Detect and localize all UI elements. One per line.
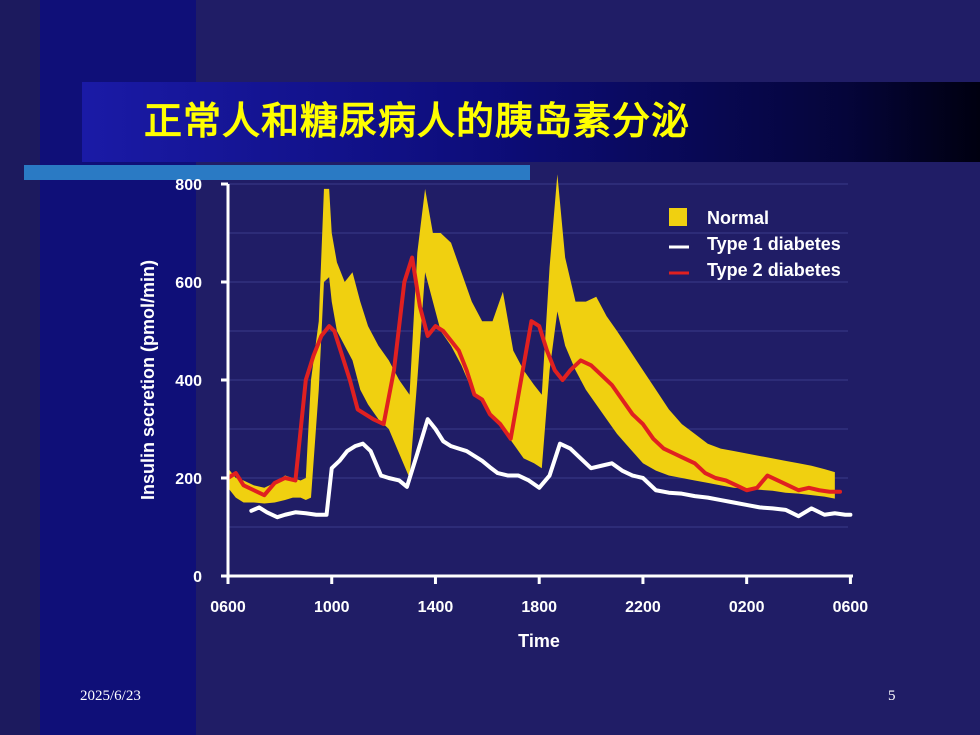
x-tick-label: 0200 (729, 599, 765, 616)
legend-label-type1: Type 1 diabetes (707, 234, 841, 254)
series-lines (226, 255, 853, 520)
y-tick-label: 600 (175, 275, 202, 292)
x-tick-label: 0600 (210, 599, 246, 616)
y-tick-label: 800 (175, 177, 202, 194)
legend-label-type2: Type 2 diabetes (707, 260, 841, 280)
y-tick-label: 0 (193, 569, 202, 586)
page-number: 5 (888, 688, 896, 704)
y-tick-label: 400 (175, 373, 202, 390)
x-tick-label: 0600 (833, 599, 869, 616)
x-tick-label: 1800 (521, 599, 557, 616)
x-tick-label: 1000 (314, 599, 350, 616)
x-tick-label: 2200 (625, 599, 661, 616)
legend: Normal Type 1 diabetes Type 2 diabetes (669, 208, 841, 280)
y-tick-label: 200 (175, 471, 202, 488)
title-bar: 正常人和糖尿病人的胰岛素分泌 (82, 82, 980, 162)
x-tick-label: 1400 (418, 599, 454, 616)
axes (221, 182, 853, 584)
accent-line (24, 165, 530, 180)
legend-swatch-normal (669, 208, 687, 226)
footer-date: 2025/6/23 (80, 688, 141, 704)
legend-label-normal: Normal (707, 208, 769, 228)
type1-diabetes-line (249, 417, 853, 520)
normal-band (228, 174, 835, 504)
left-strip (0, 0, 40, 735)
x-axis-title: Time (518, 631, 560, 651)
type2-diabetes-line (226, 255, 843, 498)
y-axis-title: Insulin secretion (pmol/min) (138, 260, 158, 500)
normal-band-layer (228, 174, 835, 504)
slide-title: 正常人和糖尿病人的胰岛素分泌 (144, 99, 691, 143)
